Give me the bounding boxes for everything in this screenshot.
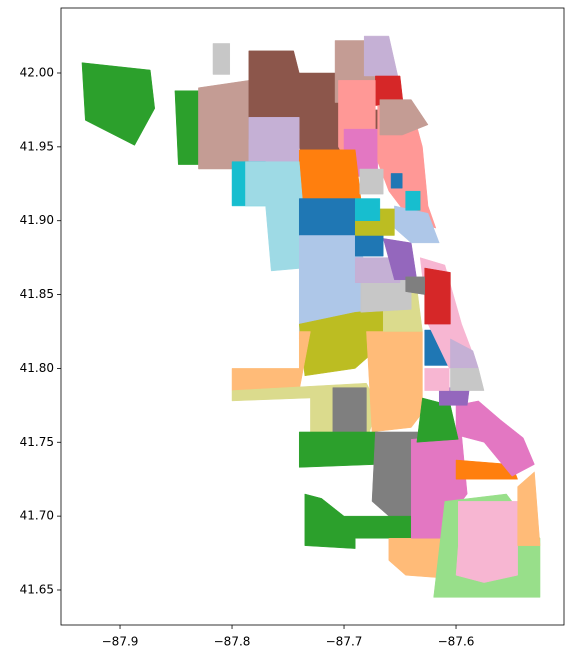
y-tick-label: 41.90 — [20, 213, 54, 227]
region — [298, 149, 362, 199]
region — [405, 190, 421, 211]
x-tick-label: −87.8 — [214, 635, 251, 649]
region — [354, 235, 384, 257]
y-tick-label: 41.85 — [20, 287, 54, 301]
region — [174, 90, 200, 165]
x-tick-label: −87.6 — [438, 635, 475, 649]
region — [455, 459, 518, 480]
x-tick-label: −87.7 — [326, 635, 363, 649]
y-tick-label: 41.80 — [20, 361, 54, 375]
region — [354, 257, 401, 283]
region — [298, 198, 356, 236]
region — [517, 471, 541, 546]
region — [332, 387, 367, 433]
y-tick-label: 41.95 — [20, 139, 54, 153]
region — [405, 276, 425, 295]
region — [245, 161, 306, 272]
region — [212, 43, 231, 75]
region — [455, 400, 535, 477]
region — [354, 198, 381, 221]
regions — [81, 35, 541, 598]
region — [424, 368, 450, 391]
y-tick-label: 42.00 — [20, 65, 54, 79]
y-tick-label: 41.65 — [20, 582, 54, 596]
region — [390, 173, 403, 189]
y-tick-label: 41.75 — [20, 435, 54, 449]
region — [366, 331, 423, 433]
y-tick-label: 41.70 — [20, 509, 54, 523]
region — [359, 168, 384, 195]
region — [81, 62, 156, 146]
x-tick-label: −87.9 — [102, 635, 139, 649]
region — [248, 117, 300, 170]
region — [424, 267, 451, 325]
axes-frame — [60, 7, 565, 626]
region — [450, 368, 485, 391]
region — [455, 501, 518, 583]
region — [298, 431, 378, 468]
region — [379, 99, 429, 136]
